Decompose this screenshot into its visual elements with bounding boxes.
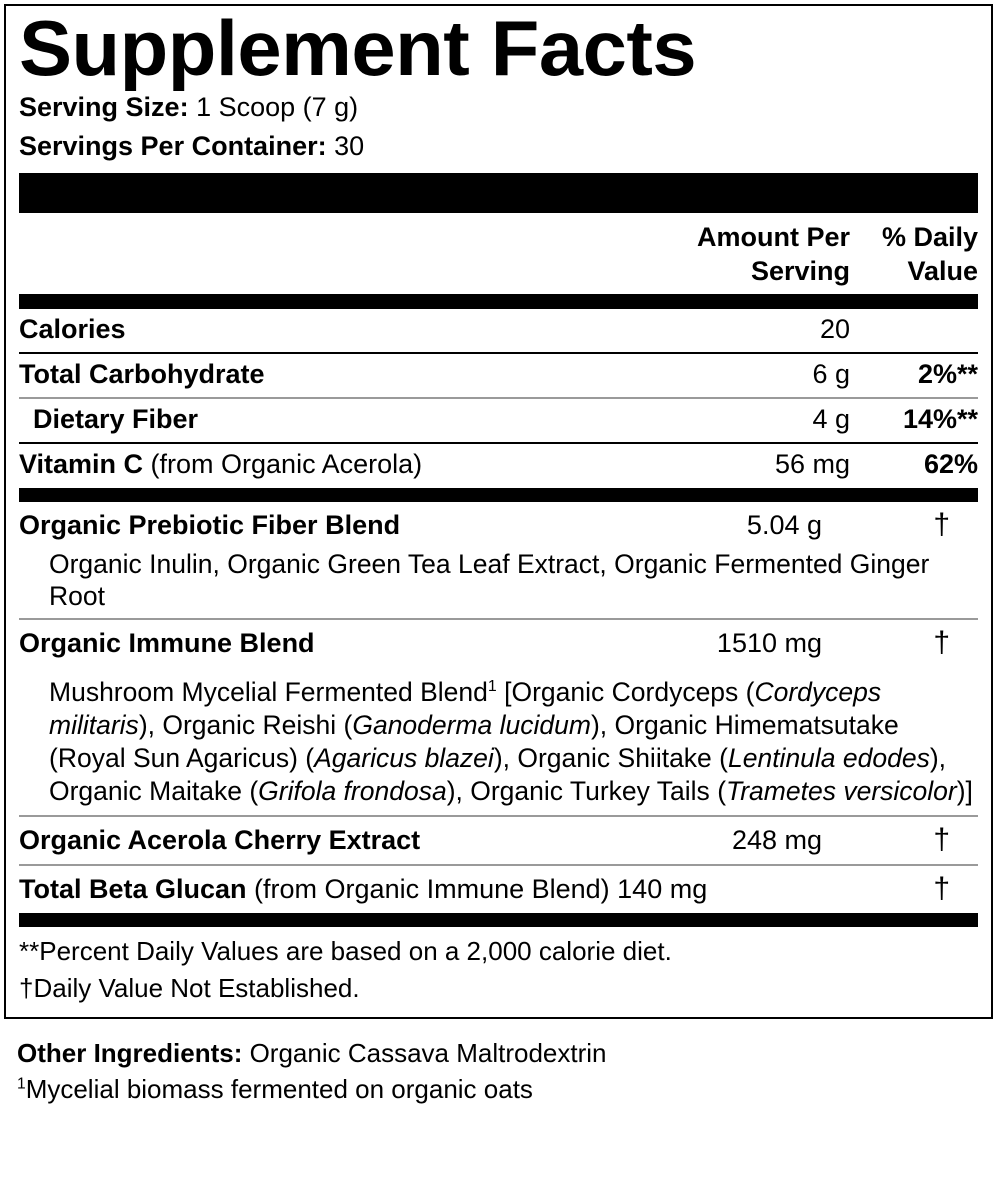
other-ingredients-label: Other Ingredients: bbox=[17, 1038, 243, 1068]
supplement-facts-panel: Supplement Facts Serving Size: 1 Scoop (… bbox=[4, 4, 993, 1019]
nutrient-name: Total Carbohydrate bbox=[19, 359, 664, 391]
column-header-amount-per-serving: Amount Per Serving bbox=[664, 220, 850, 288]
serving-size-label: Serving Size: bbox=[19, 92, 189, 123]
nutrient-amount: 20 bbox=[819, 314, 850, 345]
table-row: Dietary Fiber 4 g 14%** bbox=[19, 399, 978, 442]
servings-per-container-label: Servings Per Container: bbox=[19, 130, 327, 161]
row-divider bbox=[19, 441, 978, 444]
nutrient-amount: 6 g bbox=[812, 358, 850, 389]
heavy-divider-top bbox=[19, 173, 978, 214]
nutrient-name: Vitamin C (from Organic Acerola) bbox=[19, 449, 664, 481]
other-ingredients-value: Organic Cassava Maltrodextrin bbox=[242, 1038, 607, 1068]
blend-dv-dagger: † bbox=[933, 626, 950, 660]
column-header-amount-line1: Amount Per bbox=[696, 222, 850, 253]
nutrient-dv: 62% bbox=[923, 448, 978, 479]
footnotes: **Percent Daily Values are based on a 2,… bbox=[19, 927, 978, 1017]
beta-glucan-dv-dagger: † bbox=[933, 871, 950, 905]
species-latin-name: Trametes versicolor bbox=[726, 775, 957, 806]
table-row: Total Carbohydrate 6 g 2%** bbox=[19, 354, 978, 397]
nutrient-name-text: Total Carbohydrate bbox=[19, 358, 265, 389]
blend-dv-dagger: † bbox=[933, 507, 950, 541]
blend-footnote-marker: 1 bbox=[487, 678, 497, 696]
beta-glucan-name-text: Total Beta Glucan bbox=[19, 873, 247, 904]
servings-per-container-value: 30 bbox=[334, 130, 365, 161]
page-title: Supplement Facts bbox=[19, 4, 697, 92]
blend-name: Organic Immune Blend bbox=[19, 628, 636, 660]
blend-amount: 1510 mg bbox=[716, 628, 822, 659]
row-divider bbox=[19, 815, 978, 818]
nutrient-name-text: Dietary Fiber bbox=[33, 403, 199, 434]
column-header-dv-line2: Value bbox=[907, 256, 978, 287]
species-latin-name: Lentinula edodes bbox=[727, 742, 930, 773]
table-row: Organic Immune Blend 1510 mg † bbox=[19, 620, 978, 666]
nutrient-amount: 56 mg bbox=[774, 448, 850, 479]
nutrient-name-source: (from Organic Acerola) bbox=[143, 448, 423, 479]
column-header-dv-line1: % Daily bbox=[881, 222, 978, 253]
nutrient-name: Calories bbox=[19, 314, 664, 346]
row-divider bbox=[19, 863, 978, 866]
blend-name-text: Organic Immune Blend bbox=[19, 628, 315, 659]
extra-name-text: Organic Acerola Cherry Extract bbox=[19, 825, 421, 856]
nutrient-name: Dietary Fiber bbox=[19, 404, 664, 436]
table-row: Calories 20 bbox=[19, 309, 978, 352]
nutrient-name-text: Calories bbox=[19, 314, 126, 345]
footnote-percent-dv: **Percent Daily Values are based on a 2,… bbox=[19, 936, 672, 967]
blend-amount: 5.04 g bbox=[746, 509, 822, 540]
table-row: Organic Prebiotic Fiber Blend 5.04 g † bbox=[19, 502, 978, 548]
column-header-percent-daily-value: % Daily Value bbox=[850, 220, 978, 288]
serving-size-value: 1 Scoop (7 g) bbox=[196, 92, 359, 123]
footnote-mycelial-text: Mycelial biomass fermented on organic oa… bbox=[25, 1073, 533, 1104]
species-latin-name: Grifola frondosa bbox=[258, 775, 447, 806]
servings-per-container-line: Servings Per Container: 30 bbox=[19, 127, 978, 165]
beta-glucan-source-amount: (from Organic Immune Blend) 140 mg bbox=[246, 873, 708, 904]
other-ingredients-line: Other Ingredients: Organic Cassava Maltr… bbox=[17, 1036, 977, 1072]
extra-dv-dagger: † bbox=[933, 823, 950, 857]
table-row: Total Beta Glucan (from Organic Immune B… bbox=[19, 866, 978, 912]
blend-ingredients: Mushroom Mycelial Fermented Blend1 [Orga… bbox=[49, 677, 973, 806]
heavy-divider-footnotes bbox=[19, 913, 978, 928]
nutrient-dv: 2%** bbox=[917, 358, 978, 389]
blend-ingredients: Organic Inulin, Organic Green Tea Leaf E… bbox=[49, 548, 930, 612]
blend-name-text: Organic Prebiotic Fiber Blend bbox=[19, 509, 401, 540]
row-divider bbox=[19, 618, 978, 621]
blend-name: Organic Prebiotic Fiber Blend bbox=[19, 510, 636, 542]
species-latin-name: Cordyceps militaris bbox=[49, 677, 882, 741]
heavy-divider-headers bbox=[19, 294, 978, 310]
nutrient-amount: 4 g bbox=[812, 403, 850, 434]
species-latin-name: Ganoderma lucidum bbox=[352, 710, 591, 741]
heavy-divider-blends bbox=[19, 487, 978, 502]
extra-name: Organic Acerola Cherry Extract bbox=[19, 825, 636, 857]
row-divider bbox=[19, 351, 978, 354]
footnote-dagger: †Daily Value Not Established. bbox=[19, 973, 360, 1004]
species-latin-name: Agaricus blazei bbox=[314, 742, 494, 773]
table-row: Organic Acerola Cherry Extract 248 mg † bbox=[19, 817, 978, 863]
footnote-mycelial-sup: 1 bbox=[17, 1075, 26, 1093]
column-headers: Amount Per Serving % Daily Value bbox=[19, 213, 978, 294]
footnote-mycelial-line: 1Mycelial biomass fermented on organic o… bbox=[17, 1072, 977, 1108]
extra-amount: 248 mg bbox=[731, 825, 822, 856]
table-row: Vitamin C (from Organic Acerola) 56 mg 6… bbox=[19, 444, 978, 487]
beta-glucan-name: Total Beta Glucan (from Organic Immune B… bbox=[19, 874, 822, 906]
nutrient-name-text: Vitamin C bbox=[19, 448, 144, 479]
nutrient-dv: 14%** bbox=[902, 403, 978, 434]
column-header-amount-line2: Serving bbox=[750, 256, 850, 287]
other-ingredients-block: Other Ingredients: Organic Cassava Maltr… bbox=[17, 1036, 977, 1108]
serving-size-line: Serving Size: 1 Scoop (7 g) bbox=[19, 88, 978, 126]
row-divider bbox=[19, 396, 978, 399]
